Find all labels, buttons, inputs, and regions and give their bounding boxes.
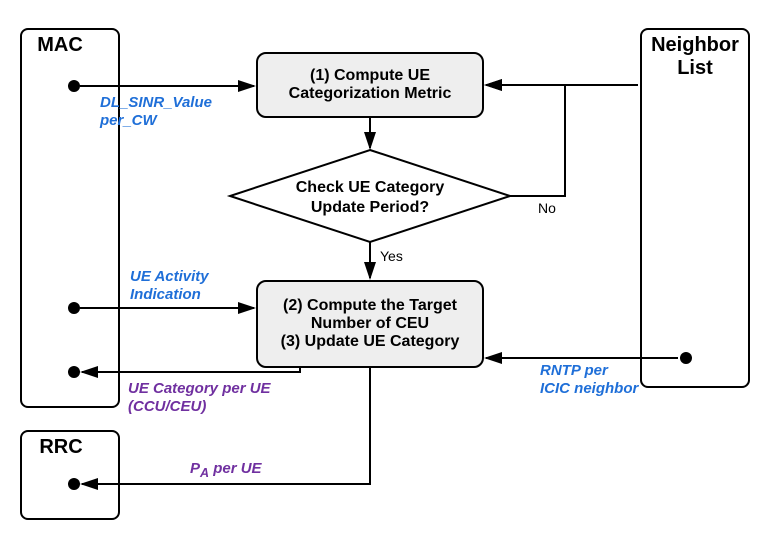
decision-text-2: Update Period? bbox=[311, 199, 429, 216]
rrc-port bbox=[68, 478, 80, 490]
mac-port-3 bbox=[68, 366, 80, 378]
mac-port-2 bbox=[68, 302, 80, 314]
label-pa: PA per UE bbox=[190, 460, 310, 481]
neighbor-container bbox=[640, 28, 750, 388]
label-no: No bbox=[538, 200, 556, 217]
neighbor-port bbox=[680, 352, 692, 364]
neighbor-title: Neighbor List bbox=[645, 34, 745, 80]
label-sinr: DL_SINR_Value per_CW bbox=[100, 94, 250, 130]
mac-port-1 bbox=[68, 80, 80, 92]
mac-title: MAC bbox=[30, 34, 90, 57]
node-compute-target: (2) Compute the Target Number of CEU (3)… bbox=[256, 280, 484, 368]
node-compute-metric: (1) Compute UE Categorization Metric bbox=[256, 52, 484, 118]
label-activity: UE Activity Indication bbox=[130, 268, 270, 304]
label-yes: Yes bbox=[380, 248, 403, 265]
rrc-title: RRC bbox=[36, 436, 86, 459]
label-category: UE Category per UE (CCU/CEU) bbox=[128, 380, 308, 416]
label-rntp: RNTP per ICIC neighbor bbox=[540, 362, 670, 398]
decision-text-1: Check UE Category bbox=[296, 179, 445, 196]
